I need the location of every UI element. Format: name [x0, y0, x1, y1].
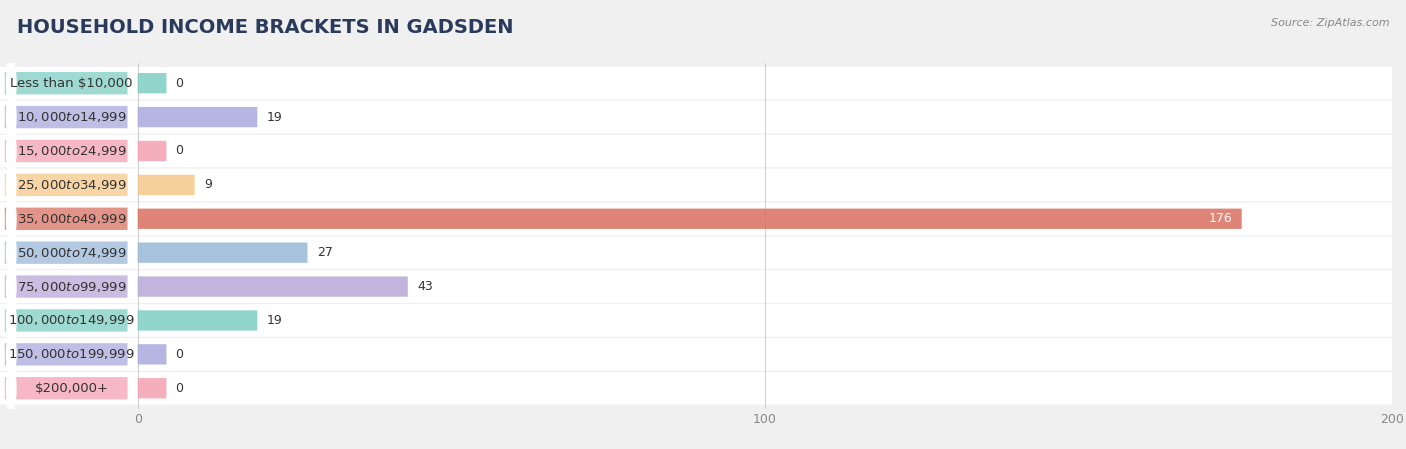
FancyBboxPatch shape [138, 141, 166, 161]
Circle shape [7, 125, 15, 176]
FancyBboxPatch shape [138, 378, 166, 398]
FancyBboxPatch shape [4, 242, 128, 264]
FancyBboxPatch shape [0, 169, 1392, 201]
FancyBboxPatch shape [0, 372, 1392, 405]
Text: $100,000 to $149,999: $100,000 to $149,999 [8, 313, 135, 327]
FancyBboxPatch shape [0, 237, 1392, 269]
FancyBboxPatch shape [0, 135, 1392, 167]
FancyBboxPatch shape [4, 275, 128, 298]
FancyBboxPatch shape [0, 101, 1392, 133]
Text: 0: 0 [176, 348, 184, 361]
Text: $150,000 to $199,999: $150,000 to $199,999 [8, 348, 135, 361]
FancyBboxPatch shape [138, 175, 194, 195]
FancyBboxPatch shape [4, 140, 128, 162]
FancyBboxPatch shape [138, 209, 1241, 229]
FancyBboxPatch shape [4, 174, 128, 196]
Text: 19: 19 [267, 110, 283, 123]
Circle shape [7, 261, 15, 312]
FancyBboxPatch shape [138, 107, 257, 127]
Text: $50,000 to $74,999: $50,000 to $74,999 [17, 246, 127, 260]
FancyBboxPatch shape [0, 202, 1392, 235]
FancyBboxPatch shape [0, 304, 1392, 337]
Text: Less than $10,000: Less than $10,000 [10, 77, 134, 90]
FancyBboxPatch shape [4, 207, 128, 230]
Text: 0: 0 [176, 77, 184, 90]
Text: HOUSEHOLD INCOME BRACKETS IN GADSDEN: HOUSEHOLD INCOME BRACKETS IN GADSDEN [17, 18, 513, 37]
FancyBboxPatch shape [4, 377, 128, 400]
Circle shape [7, 57, 15, 109]
Text: $10,000 to $14,999: $10,000 to $14,999 [17, 110, 127, 124]
Circle shape [7, 193, 15, 244]
Text: 0: 0 [176, 145, 184, 158]
Text: 0: 0 [176, 382, 184, 395]
Circle shape [7, 92, 15, 143]
FancyBboxPatch shape [4, 106, 128, 128]
FancyBboxPatch shape [138, 310, 257, 330]
Text: Source: ZipAtlas.com: Source: ZipAtlas.com [1271, 18, 1389, 28]
Circle shape [7, 159, 15, 211]
FancyBboxPatch shape [138, 73, 166, 93]
Circle shape [7, 363, 15, 414]
Text: $15,000 to $24,999: $15,000 to $24,999 [17, 144, 127, 158]
FancyBboxPatch shape [138, 277, 408, 297]
Text: 27: 27 [316, 246, 332, 259]
FancyBboxPatch shape [0, 270, 1392, 303]
Text: 9: 9 [204, 178, 212, 191]
FancyBboxPatch shape [0, 338, 1392, 370]
Text: $75,000 to $99,999: $75,000 to $99,999 [17, 280, 127, 294]
Text: $200,000+: $200,000+ [35, 382, 108, 395]
Circle shape [7, 227, 15, 278]
Text: 176: 176 [1208, 212, 1232, 225]
FancyBboxPatch shape [4, 343, 128, 365]
FancyBboxPatch shape [138, 344, 166, 365]
FancyBboxPatch shape [0, 67, 1392, 100]
Text: $25,000 to $34,999: $25,000 to $34,999 [17, 178, 127, 192]
Text: 19: 19 [267, 314, 283, 327]
Circle shape [7, 295, 15, 346]
FancyBboxPatch shape [4, 72, 128, 94]
Text: 43: 43 [418, 280, 433, 293]
Circle shape [7, 329, 15, 380]
FancyBboxPatch shape [4, 309, 128, 332]
FancyBboxPatch shape [138, 242, 308, 263]
Text: $35,000 to $49,999: $35,000 to $49,999 [17, 212, 127, 226]
